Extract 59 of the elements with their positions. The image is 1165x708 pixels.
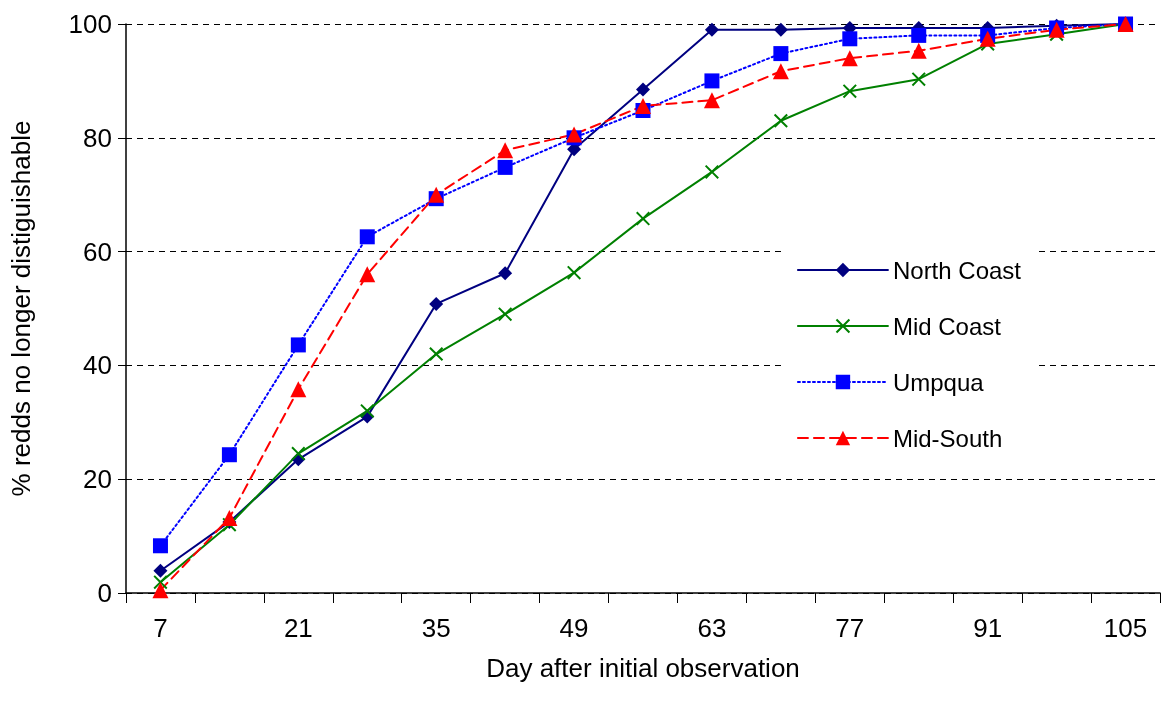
x-tick-label: 35	[421, 613, 451, 643]
point	[290, 381, 307, 398]
point	[979, 30, 996, 47]
point	[359, 266, 376, 283]
point	[704, 22, 719, 37]
point	[497, 142, 514, 159]
point	[359, 229, 375, 245]
point	[911, 27, 927, 43]
x-tick-label: 63	[697, 613, 727, 643]
point	[153, 575, 168, 590]
legend-label: Mid Coast	[892, 312, 1002, 340]
point	[360, 403, 375, 418]
point	[291, 446, 306, 461]
x-tick-label: 91	[973, 613, 1003, 643]
point	[703, 92, 720, 109]
point	[429, 347, 444, 362]
y-tick-label: 40	[83, 350, 112, 381]
x-tick-label: 77	[835, 613, 865, 643]
point	[704, 73, 720, 89]
point	[290, 337, 306, 353]
point	[635, 97, 651, 114]
y-tick-label: 80	[83, 122, 112, 153]
point	[773, 113, 788, 128]
point	[498, 307, 513, 322]
point	[772, 63, 789, 80]
point	[636, 211, 650, 226]
point	[842, 84, 857, 99]
point	[567, 265, 582, 280]
point	[153, 563, 168, 578]
x-tick-label: 49	[559, 613, 589, 643]
legend-label: North Coast	[892, 256, 1022, 284]
y-tick-label: 100	[68, 9, 112, 39]
point	[842, 31, 858, 47]
point	[428, 186, 445, 203]
point	[497, 159, 513, 175]
point	[636, 82, 650, 97]
y-tick-label: 0	[97, 578, 112, 608]
y-tick-label: 60	[83, 236, 112, 267]
legend-label: Umpqua	[892, 368, 985, 396]
point	[911, 72, 926, 87]
x-tick-label: 21	[283, 613, 313, 643]
point	[152, 538, 168, 554]
point	[152, 582, 169, 599]
point	[773, 46, 789, 62]
point	[221, 509, 238, 526]
y-tick-label: 20	[83, 464, 112, 495]
point	[704, 164, 719, 179]
point	[429, 296, 444, 311]
point	[221, 447, 237, 463]
x-axis-title: Day after initial observation	[486, 653, 800, 683]
legend-label: Mid-South	[892, 424, 1003, 452]
point	[910, 42, 927, 59]
point	[773, 22, 788, 37]
y-axis-title: % redds no longer distiguishable	[6, 120, 36, 497]
point	[498, 266, 513, 281]
x-tick-label: 7	[153, 613, 168, 643]
point	[841, 50, 858, 67]
point	[566, 126, 583, 143]
x-tick-label: 105	[1103, 613, 1148, 643]
